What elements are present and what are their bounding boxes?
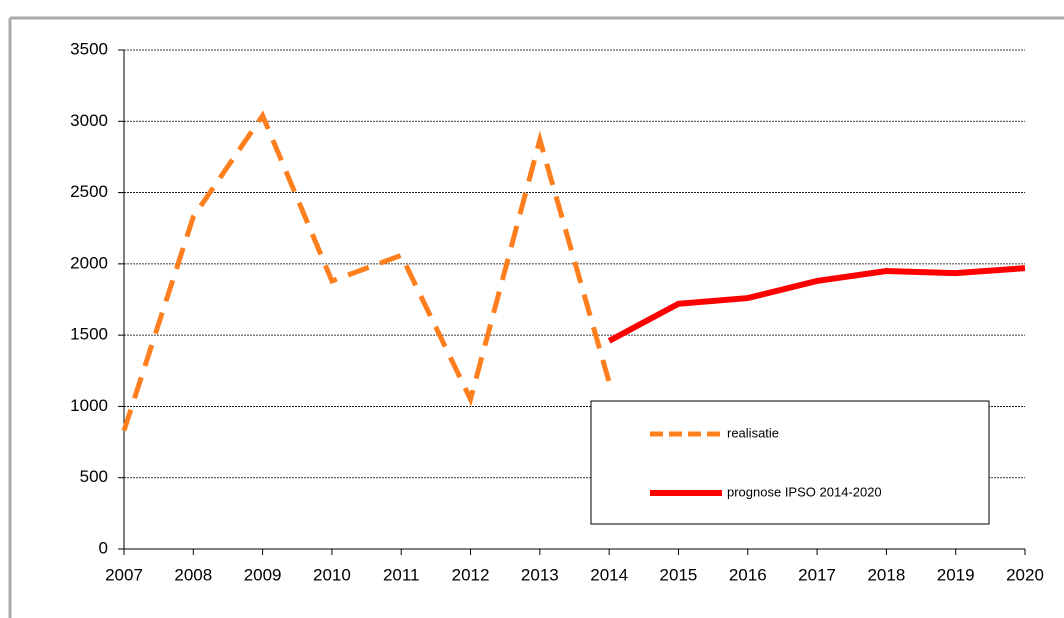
legend-label: realisatie <box>727 425 779 440</box>
y-tick-label: 2500 <box>70 182 108 201</box>
x-tick-label: 2013 <box>521 565 559 584</box>
data-line <box>607 265 1026 344</box>
x-tick-label: 2015 <box>660 565 698 584</box>
y-tick-label: 2000 <box>70 253 108 272</box>
legend-label: prognose IPSO 2014-2020 <box>727 484 882 499</box>
x-tick-label: 2012 <box>452 565 490 584</box>
data-line <box>121 110 612 432</box>
x-tick-label: 2019 <box>937 565 975 584</box>
x-tick-label: 2010 <box>313 565 351 584</box>
x-tick-label: 2014 <box>590 565 628 584</box>
x-tick-label: 2017 <box>798 565 836 584</box>
y-tick-label: 3000 <box>70 111 108 130</box>
x-tick-label: 2007 <box>105 565 143 584</box>
x-tick-label: 2008 <box>174 565 212 584</box>
y-tick-label: 1500 <box>70 325 108 344</box>
legend-box <box>590 400 990 525</box>
x-tick-label: 2016 <box>729 565 767 584</box>
y-tick-label: 1000 <box>70 396 108 415</box>
x-tick-label: 2018 <box>867 565 905 584</box>
x-tick-label: 2009 <box>244 565 282 584</box>
y-tick-label: 0 <box>99 538 108 557</box>
y-tick-label: 3500 <box>70 39 108 58</box>
x-tick-label: 2011 <box>383 565 420 584</box>
x-tick-label: 2020 <box>1006 565 1044 584</box>
y-tick-label: 500 <box>80 467 108 486</box>
